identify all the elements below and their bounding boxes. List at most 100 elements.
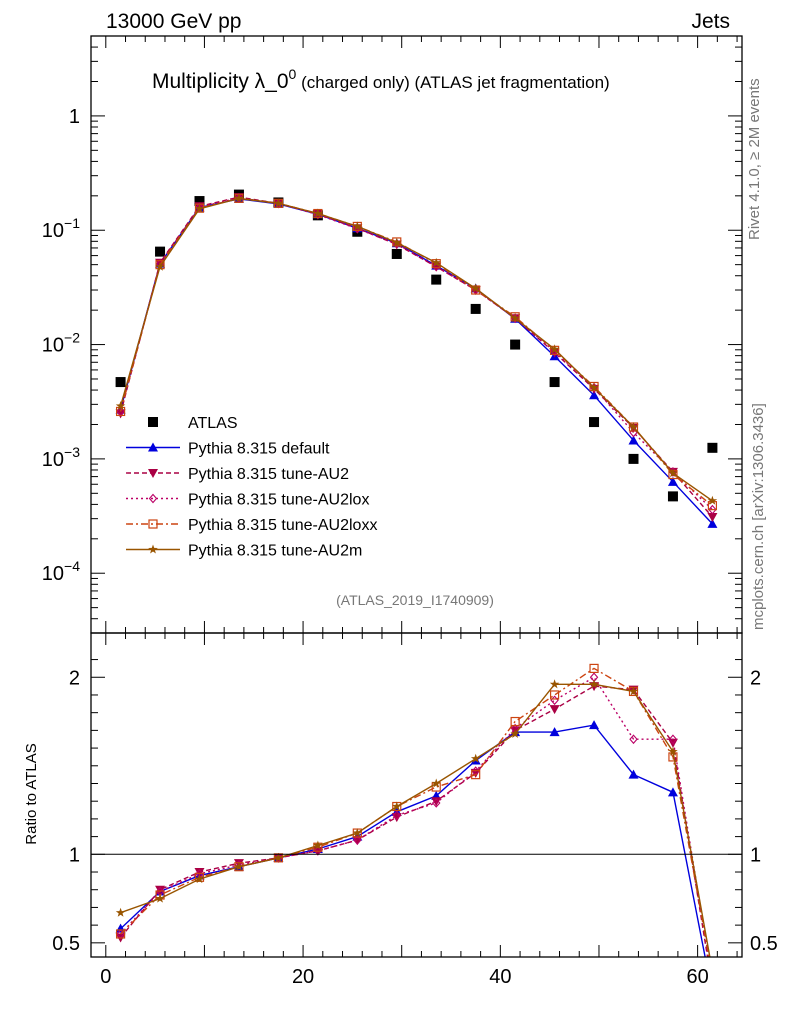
ratio-point-series-2 (668, 734, 678, 745)
plot-title: Multiplicity λ_00 (charged only) (ATLAS … (152, 66, 610, 93)
main-point-series-0 (707, 442, 718, 453)
ratio-point-series-4 (115, 907, 126, 917)
ratio-point-series-4 (668, 746, 678, 756)
ratio-point-series-3 (510, 716, 520, 727)
main-y-tick-label: 10−1 (42, 215, 80, 242)
ratio-point-series-4 (313, 840, 323, 850)
header-energy: 13000 GeV pp (106, 10, 241, 33)
legend-label-5: Pythia 8.315 tune-AU2m (188, 543, 362, 560)
ratio-clipped-group (115, 663, 711, 957)
main-point-series-1 (589, 390, 600, 400)
ratio-point-series-1 (391, 813, 402, 823)
ratio-point-series-3 (549, 690, 560, 700)
mcplots-url: mcplots.cern.ch [arXiv:1306.3436] (750, 403, 767, 630)
ratio-point-series-0 (667, 787, 678, 797)
main-point-series-0 (115, 377, 126, 388)
ratio-point-series-2 (234, 860, 244, 870)
title-sup: 0 (289, 66, 297, 82)
ratio-point-series-4 (392, 801, 402, 811)
ratio-frame (90, 632, 743, 958)
title-rest: (charged only) (ATLAS jet fragmentation) (296, 73, 609, 92)
ratio-point-series-2 (629, 734, 638, 745)
main-point-series-5 (392, 237, 402, 247)
main-point-series-5 (234, 193, 244, 203)
main-point-series-5 (668, 468, 678, 478)
ratio-point-series-0 (628, 769, 639, 779)
main-point-series-1 (707, 518, 718, 528)
ratio-line-series-0 (120, 724, 706, 957)
main-point-series-5 (589, 382, 599, 392)
main-point-series-5 (431, 257, 441, 267)
ratio-y-tick-label-right: 1 (750, 844, 761, 866)
legend-label-2: Pythia 8.315 tune-AU2 (188, 466, 349, 483)
ratio-line-series-4 (120, 683, 711, 957)
main-point-series-2 (115, 409, 126, 419)
main-point-series-3 (550, 346, 559, 357)
legend-marker-4 (148, 519, 158, 529)
x-tick-label: 40 (489, 966, 511, 988)
main-point-series-5 (155, 261, 165, 271)
x-tick-label: 20 (292, 966, 314, 988)
axes-layer: 0 20 40 60 10−4 10−3 10−2 10−1 1 0.5 0.5 1 1 2 2 (42, 35, 778, 988)
main-point-series-3 (708, 504, 717, 515)
ratio-point-series-4 (431, 778, 441, 788)
ratio-line-series-3 (120, 667, 710, 957)
ratio-point-series-3 (471, 770, 481, 780)
main-point-series-1 (628, 435, 639, 445)
main-y-tick-label: 10−2 (42, 330, 80, 357)
ratio-y-tick-label: 1 (69, 844, 80, 866)
ratio-point-series-1 (549, 705, 560, 715)
legend-marker-5 (148, 544, 158, 554)
ratio-point-series-3 (589, 663, 599, 674)
main-point-series-0 (628, 453, 639, 464)
main-point-series-0 (510, 339, 521, 350)
ratio-point-series-1 (194, 868, 205, 878)
ratio-point-series-1 (155, 885, 166, 895)
ratio-point-series-0 (589, 720, 600, 730)
ratio-y-tick-label: 2 (69, 667, 80, 689)
main-point-series-5 (470, 283, 481, 293)
main-line-series-2 (119, 196, 713, 518)
main-point-series-1 (667, 476, 678, 486)
legend-marker-3 (148, 493, 158, 504)
ratio-point-series-4 (510, 728, 520, 738)
main-point-series-5 (707, 495, 718, 505)
ratio-point-series-4 (589, 679, 599, 689)
main-point-series-2 (707, 513, 718, 523)
main-point-series-5 (313, 208, 323, 218)
ratio-point-series-2 (392, 810, 402, 821)
main-y-tick-label: 1 (69, 106, 80, 128)
main-point-series-0 (470, 303, 481, 314)
legend-marker-2 (148, 469, 158, 478)
x-tick-label: 60 (686, 966, 708, 988)
legend-label-3: Pythia 8.315 tune-AU2lox (188, 492, 369, 509)
main-point-series-0 (431, 274, 442, 285)
ratio-y-tick-label-right: 2 (750, 667, 761, 689)
ratio-point-series-4 (628, 686, 639, 696)
ratio-point-series-2 (431, 798, 441, 808)
main-point-series-0 (549, 377, 560, 388)
legend-label-0: ATLAS (188, 415, 238, 432)
analysis-id: (ATLAS_2019_I1740909) (336, 592, 494, 608)
main-point-series-5 (549, 344, 560, 354)
main-y-tick-label: 10−4 (42, 558, 80, 585)
ratio-curves-layer (115, 663, 711, 957)
ratio-point-series-4 (155, 893, 165, 903)
main-point-series-0 (391, 248, 402, 259)
legend-label-1: Pythia 8.315 default (188, 441, 330, 458)
ratio-y-tick-label-right: 0.5 (750, 933, 778, 955)
ratio-point-series-3 (115, 929, 126, 939)
main-line-series-3 (119, 197, 713, 511)
ratio-point-series-4 (352, 828, 363, 838)
main-point-series-3 (195, 202, 204, 213)
main-point-series-5 (115, 401, 126, 411)
main-point-series-0 (155, 246, 166, 257)
ratio-line-series-2 (120, 676, 710, 957)
ratio-line-series-1 (120, 685, 709, 957)
main-point-series-5 (510, 313, 520, 323)
main-line-series-5 (119, 197, 713, 502)
legend: ATLAS Pythia 8.315 default Pythia 8.315 tu… (126, 415, 377, 560)
x-tick-label: 0 (100, 966, 111, 988)
ratio-point-series-4 (273, 852, 284, 862)
